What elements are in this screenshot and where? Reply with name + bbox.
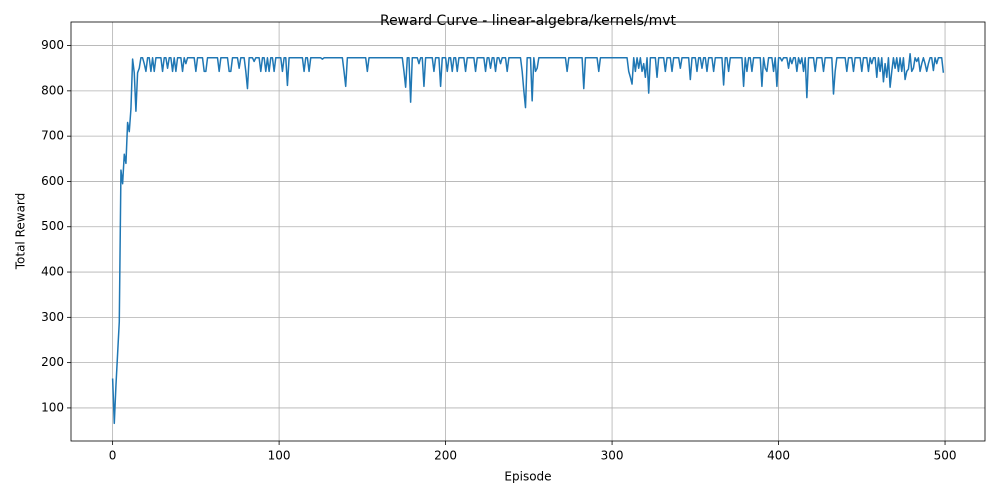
y-tick-label: 400 [41,265,64,279]
line-series [111,52,945,425]
y-tick-label: 600 [41,174,64,188]
y-tick-label: 100 [41,400,64,414]
x-tick-label: 200 [434,449,457,463]
y-tick-label: 700 [41,129,64,143]
x-tick-label: 0 [109,449,117,463]
y-tick-label: 200 [41,355,64,369]
x-tick-label: 100 [268,449,291,463]
x-tick-label: 500 [934,449,957,463]
x-tick-label: 400 [767,449,790,463]
x-tick-label: 300 [601,449,624,463]
plot-frame [70,21,986,442]
y-tick-label: 800 [41,83,64,97]
y-tick-label: 300 [41,310,64,324]
y-axis-label: Total Reward [14,193,28,271]
y-tick-label: 900 [41,38,64,52]
x-axis-label: Episode [504,470,551,484]
chart-title: Reward Curve - linear-algebra/kernels/mv… [380,13,677,29]
y-tick-label: 500 [41,219,64,233]
